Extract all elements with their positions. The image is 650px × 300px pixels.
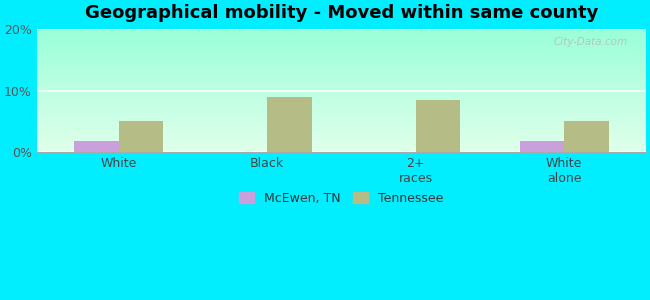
Bar bbox=[415, 100, 460, 152]
Title: Geographical mobility - Moved within same county: Geographical mobility - Moved within sam… bbox=[84, 4, 598, 22]
Bar bbox=[267, 97, 311, 152]
Bar bbox=[519, 141, 564, 152]
Bar bbox=[564, 121, 608, 152]
Bar bbox=[74, 141, 118, 152]
Text: City-Data.com: City-Data.com bbox=[553, 37, 627, 46]
Bar bbox=[118, 121, 163, 152]
Legend: McEwen, TN, Tennessee: McEwen, TN, Tennessee bbox=[234, 187, 448, 209]
